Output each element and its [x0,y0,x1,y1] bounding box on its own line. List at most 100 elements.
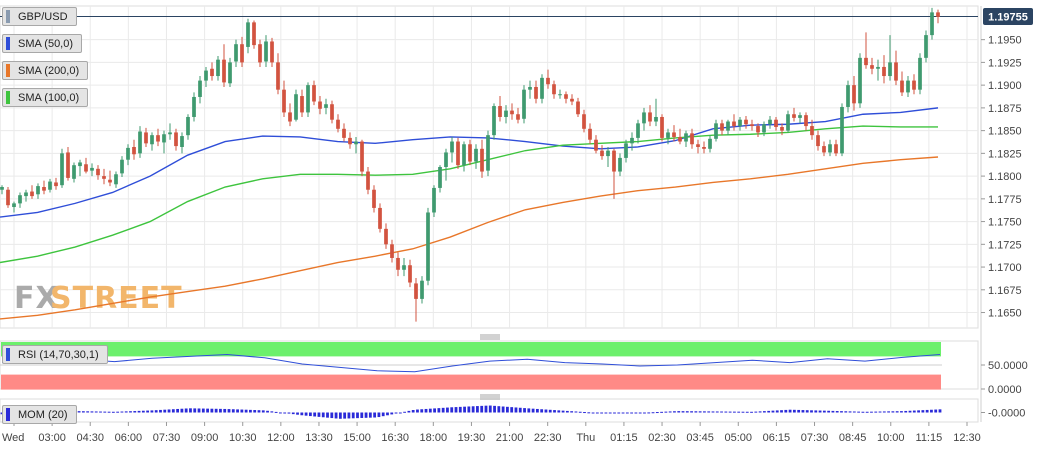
candle [576,97,580,117]
mom-bar [608,412,612,414]
candle [72,162,76,183]
sma200-line [0,156,939,320]
candle-body [54,182,58,187]
candle-body [612,150,616,172]
symbol-label[interactable]: GBP/USD [2,7,77,26]
mom-bar [94,411,98,413]
candle-body [540,77,544,99]
candle [186,114,190,140]
mom-bar [407,410,411,413]
sma200-text: SMA (200,0) [18,65,80,77]
mom-bar [197,408,201,413]
candle-body [96,168,100,176]
mom-bar [664,411,668,413]
sma50-legend[interactable]: SMA (50,0) [2,34,83,53]
rsi-legend[interactable]: RSI (14,70,30,1) [2,345,108,364]
price-axis: 1.1950 1.1925 1.1900 1.1875 1.1850 1.1825 1.18… [980,6,1022,422]
candle-body [180,136,184,147]
candle [204,66,208,87]
candle-body [360,141,364,172]
candle [810,119,814,140]
candle-body [486,135,490,171]
mom-bar [261,410,265,413]
candle [738,116,742,131]
mom-bar [236,409,239,413]
mom-bar [900,411,903,413]
mom-bar [193,408,197,413]
mom-bar [557,410,561,413]
mom-bar [317,412,321,417]
candle [936,9,940,24]
candle [798,112,802,124]
candle [594,135,598,154]
sma200-legend[interactable]: SMA (200,0) [2,61,89,80]
candle [828,139,832,157]
candle-body [780,126,784,131]
candle-body [930,12,934,36]
mom-bar [381,412,385,417]
mom-bar [103,411,107,413]
candle-body [114,174,118,185]
candle [564,91,568,104]
mom-bar [574,411,578,413]
mom-bar [647,412,651,414]
candle-body [138,131,142,154]
mom-bar [797,409,801,413]
candle-body [870,65,874,69]
candle-body [144,132,148,144]
mom-bar [925,409,929,413]
candle-body [492,106,496,136]
candle-body [228,62,232,84]
mom-bar [240,409,244,413]
sma100-legend[interactable]: SMA (100,0) [2,88,89,107]
mom-bar [167,409,171,413]
candle-body [72,165,76,179]
time-tick-label: 06:15 [763,432,791,444]
candle-body [270,41,274,63]
fxstreet-watermark: FX STREET [14,281,182,316]
mom-bar [296,412,299,415]
mom-bar [518,407,522,413]
candle-body [210,68,214,77]
mom-legend[interactable]: MOM (20) [2,405,77,424]
mom-bar [231,409,235,413]
candle [414,277,418,322]
mom-bar [767,410,771,413]
mom-bar [313,412,317,417]
mom-bar [424,408,428,413]
mom-bar [625,412,629,414]
candle-body [672,132,676,137]
mom-bar [99,411,102,413]
mom-bar [814,410,818,413]
candle [378,203,382,233]
mom-bar [111,411,115,413]
candle [402,257,406,277]
candle [918,53,922,95]
candle-body [42,187,46,191]
mom-bar [446,407,449,413]
candle [912,74,916,95]
mom-bar [81,411,85,413]
mom-bar [308,412,312,417]
candle-body [402,265,406,270]
mom-bar [523,408,526,413]
price-tick-label: 1.1725 [988,239,1022,251]
candle-body [786,114,790,131]
mom-bar [835,411,839,413]
mom-bar [553,410,556,413]
price-tick-label: 1.1750 [988,217,1022,229]
candle-body [342,128,346,138]
mom-bar [510,407,514,413]
mom-bar [347,412,351,419]
candle-body [678,136,682,142]
mom-bar [124,411,128,413]
mom-bar [822,410,826,413]
candle-body [690,133,694,145]
candle [156,128,160,147]
mom-bar [720,411,723,413]
time-axis: Wed 03:00 04:30 06:00 07:30 09:00 10:30 12:00 13… [2,422,981,444]
candle-body [738,119,742,127]
mom-bar [501,406,505,413]
